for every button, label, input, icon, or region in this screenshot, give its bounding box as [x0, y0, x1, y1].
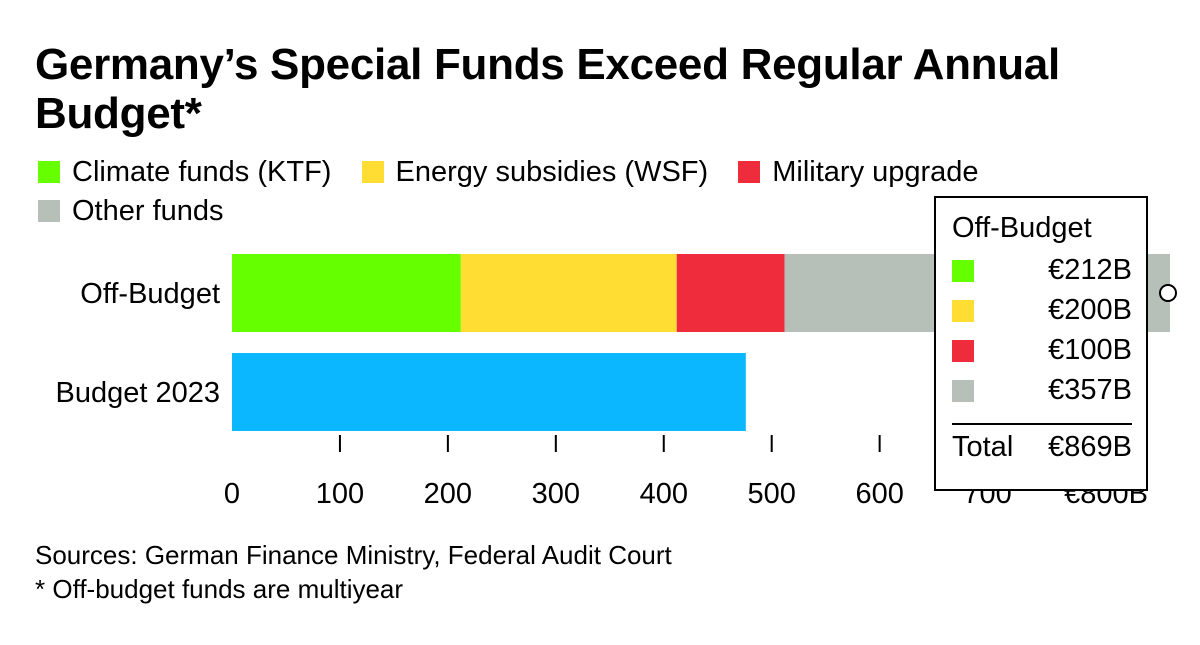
- bar-off-budget-climate-funds-ktf[interactable]: [232, 254, 461, 332]
- legend-item-other[interactable]: Other funds: [38, 192, 224, 231]
- legend-label-energy: Energy subsidies (WSF): [395, 156, 709, 188]
- chart-title: Germany’s Special Funds Exceed Regular A…: [35, 40, 1060, 138]
- legend-item-climate[interactable]: Climate funds (KTF): [38, 153, 331, 192]
- legend-swatch-energy: [361, 161, 384, 183]
- legend-label-other: Other funds: [72, 195, 224, 227]
- x-tick-label-100: 100: [316, 478, 364, 510]
- legend-label-military: Military upgrade: [772, 156, 979, 188]
- tooltip-swatch-energy: [952, 300, 974, 322]
- legend-item-military[interactable]: Military upgrade: [738, 153, 979, 192]
- category-label-off-budget: Off-Budget: [80, 278, 220, 310]
- legend-label-climate: Climate funds (KTF): [72, 156, 332, 188]
- category-label-budget-2023: Budget 2023: [56, 377, 220, 409]
- chart-legend: Climate funds (KTF) Energy subsidies (WS…: [38, 153, 1158, 231]
- tooltip-swatch-climate: [952, 260, 974, 282]
- x-tick-label-300: 300: [532, 478, 580, 510]
- bar-budget-2023-budget-2023[interactable]: [232, 353, 746, 431]
- tooltip-row-climate: €212B: [952, 254, 1132, 288]
- tooltip-divider: [952, 423, 1132, 425]
- x-tick-label-0: 0: [224, 478, 240, 510]
- tooltip-swatch-other: [952, 380, 974, 402]
- x-tick-label-400: 400: [640, 478, 688, 510]
- tooltip-row-military: €100B: [952, 334, 1132, 368]
- tooltip-title: Off-Budget: [952, 212, 1092, 244]
- tooltip-total-value: €869B: [1048, 431, 1132, 463]
- tooltip-value-military: €100B: [1048, 334, 1132, 366]
- x-tick-label-200: 200: [424, 478, 472, 510]
- legend-swatch-military: [738, 161, 761, 183]
- bar-off-budget-military-upgrade[interactable]: [676, 254, 785, 332]
- legend-swatch-other: [38, 200, 60, 222]
- category-labels: Off-Budget Budget 2023: [56, 278, 220, 409]
- tooltip-row-energy: €200B: [952, 294, 1132, 328]
- tooltip-value-other: €357B: [1048, 374, 1132, 406]
- tooltip: Off-Budget €212B €200B €100B €357B Total…: [934, 196, 1148, 491]
- tooltip-value-energy: €200B: [1048, 294, 1132, 326]
- multiyear-note: * Off-budget funds are multiyear: [35, 574, 404, 604]
- sources-note: Sources: German Finance Ministry, Federa…: [35, 540, 672, 570]
- bar-off-budget-energy-subsidies-wsf[interactable]: [460, 254, 677, 332]
- tooltip-total-label: Total: [952, 431, 1014, 463]
- legend-item-energy[interactable]: Energy subsidies (WSF): [361, 153, 709, 192]
- tooltip-value-climate: €212B: [1048, 254, 1132, 286]
- tooltip-row-other: €357B: [952, 374, 1132, 408]
- x-tick-label-500: 500: [748, 478, 796, 510]
- x-tick-label-600: 600: [855, 478, 903, 510]
- hover-marker: [1159, 284, 1177, 302]
- legend-swatch-climate: [38, 161, 60, 183]
- tooltip-swatch-military: [952, 340, 974, 362]
- footnotes: Sources: German Finance Ministry, Federa…: [35, 538, 672, 606]
